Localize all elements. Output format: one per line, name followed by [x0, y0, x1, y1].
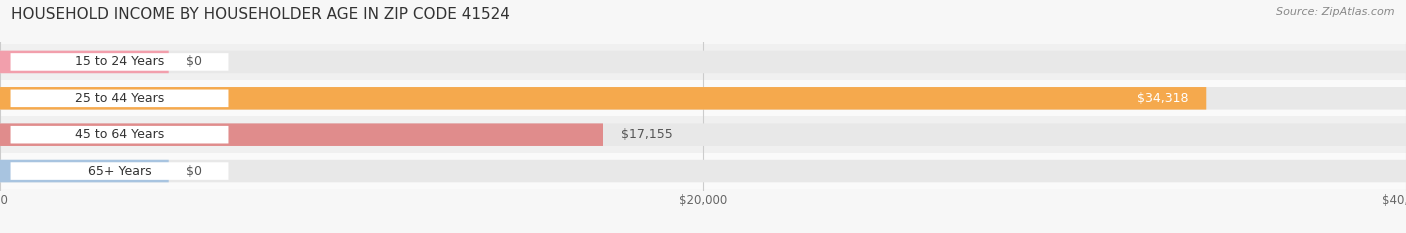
FancyBboxPatch shape: [0, 153, 1406, 189]
FancyBboxPatch shape: [0, 87, 1206, 110]
FancyBboxPatch shape: [0, 123, 1406, 146]
FancyBboxPatch shape: [11, 126, 228, 144]
Text: Source: ZipAtlas.com: Source: ZipAtlas.com: [1277, 7, 1395, 17]
Text: 25 to 44 Years: 25 to 44 Years: [75, 92, 165, 105]
FancyBboxPatch shape: [0, 160, 1406, 182]
FancyBboxPatch shape: [0, 51, 169, 73]
Text: 65+ Years: 65+ Years: [87, 164, 152, 178]
Text: $17,155: $17,155: [620, 128, 672, 141]
FancyBboxPatch shape: [0, 123, 603, 146]
FancyBboxPatch shape: [11, 89, 228, 107]
Text: 15 to 24 Years: 15 to 24 Years: [75, 55, 165, 69]
FancyBboxPatch shape: [0, 160, 169, 182]
FancyBboxPatch shape: [0, 80, 1406, 116]
FancyBboxPatch shape: [0, 116, 1406, 153]
FancyBboxPatch shape: [0, 51, 1406, 73]
FancyBboxPatch shape: [11, 53, 228, 71]
Text: $0: $0: [186, 164, 202, 178]
Text: $0: $0: [186, 55, 202, 69]
FancyBboxPatch shape: [11, 162, 228, 180]
FancyBboxPatch shape: [0, 44, 1406, 80]
Text: 45 to 64 Years: 45 to 64 Years: [75, 128, 165, 141]
FancyBboxPatch shape: [0, 87, 1406, 110]
Text: $34,318: $34,318: [1137, 92, 1188, 105]
Text: HOUSEHOLD INCOME BY HOUSEHOLDER AGE IN ZIP CODE 41524: HOUSEHOLD INCOME BY HOUSEHOLDER AGE IN Z…: [11, 7, 510, 22]
